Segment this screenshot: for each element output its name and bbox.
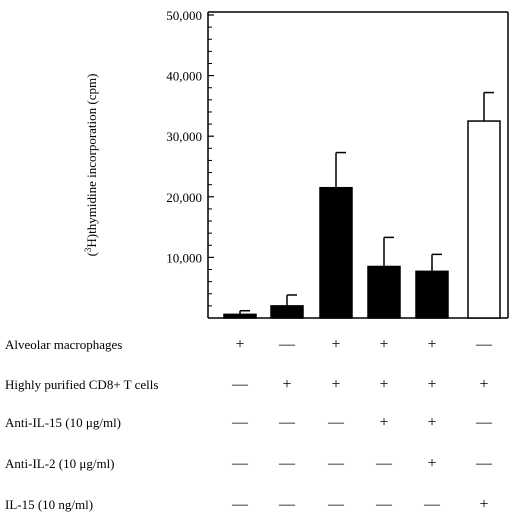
plus-sign: +: [331, 376, 341, 393]
plus-sign: +: [282, 376, 292, 393]
minus-sign: —: [476, 414, 492, 431]
minus-sign: —: [279, 336, 295, 353]
y-tick-label: 10,000: [166, 250, 202, 265]
minus-sign: —: [328, 414, 344, 431]
plus-sign: +: [379, 336, 389, 353]
minus-sign: —: [476, 455, 492, 472]
minus-sign: —: [232, 455, 248, 472]
minus-sign: —: [232, 414, 248, 431]
plus-sign: +: [235, 336, 245, 353]
minus-sign: —: [376, 455, 392, 472]
plus-sign: +: [427, 336, 437, 353]
minus-sign: —: [279, 414, 295, 431]
plus-sign: +: [479, 376, 489, 393]
bar: [223, 313, 257, 319]
bar: [467, 120, 501, 319]
condition-label: Anti-IL-2 (10 μg/ml): [5, 456, 115, 471]
condition-label: IL-15 (10 ng/ml): [5, 497, 94, 512]
plus-sign: +: [379, 376, 389, 393]
condition-row: Anti-IL-2 (10 μg/ml) — — — — + —: [0, 451, 520, 477]
y-tick-label: 50,000: [166, 8, 202, 23]
bar: [415, 270, 449, 319]
plus-sign: +: [427, 376, 437, 393]
axes: [207, 11, 509, 319]
y-axis-label: (3H)thymidine incorporation (cpm): [83, 74, 99, 257]
bar: [367, 265, 401, 319]
minus-sign: —: [232, 376, 248, 393]
plus-sign: +: [427, 414, 437, 431]
plus-sign: +: [379, 414, 389, 431]
minus-sign: —: [279, 455, 295, 472]
plus-sign: +: [479, 496, 489, 513]
bar-chart: 10,000 20,000 30,000 40,000 50,000 (3H)thymi…: [83, 8, 509, 319]
minus-sign: —: [279, 496, 295, 513]
minus-sign: —: [328, 455, 344, 472]
condition-row: Anti-IL-15 (10 μg/ml) — — — + + —: [0, 410, 520, 436]
bars: [223, 91, 501, 319]
minus-sign: —: [476, 336, 492, 353]
y-tick-label: 20,000: [166, 190, 202, 205]
condition-label: Highly purified CD8+ T cells: [5, 377, 159, 392]
y-tick-label: 30,000: [166, 129, 202, 144]
condition-row: IL-15 (10 ng/ml) — — — — — +: [0, 492, 520, 518]
minus-sign: —: [232, 496, 248, 513]
minus-sign: —: [376, 496, 392, 513]
plus-sign: +: [427, 455, 437, 472]
y-tick-label: 40,000: [166, 69, 202, 84]
minus-sign: —: [328, 496, 344, 513]
minus-sign: —: [424, 496, 440, 513]
y-ticks: 10,000 20,000 30,000 40,000 50,000: [166, 8, 214, 307]
condition-row: Alveolar macrophages + — + + + —: [0, 332, 520, 358]
plus-sign: +: [331, 336, 341, 353]
condition-label: Alveolar macrophages: [5, 337, 123, 352]
bar: [319, 186, 353, 319]
condition-row: Highly purified CD8+ T cells — + + + + +: [0, 372, 520, 398]
condition-label: Anti-IL-15 (10 μg/ml): [5, 415, 122, 430]
bar: [270, 305, 304, 319]
